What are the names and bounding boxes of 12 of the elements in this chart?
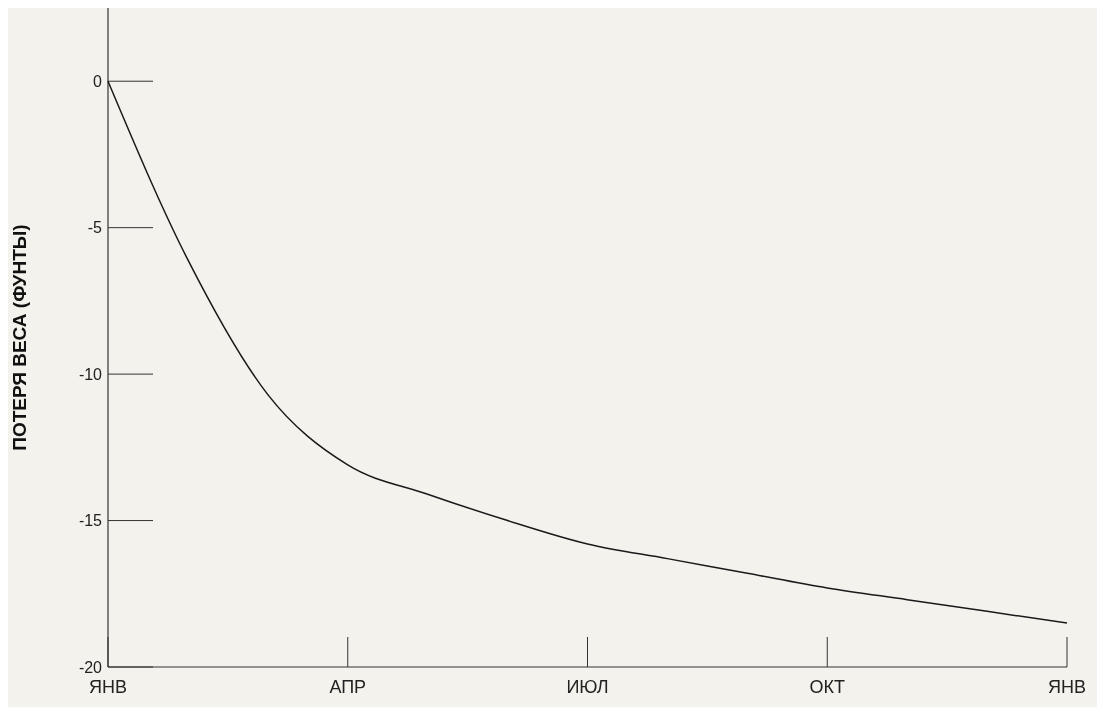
x-tick-label: ОКТ (809, 677, 845, 697)
y-tick-label: -10 (78, 365, 103, 383)
y-axis-title: ПОТЕРЯ ВЕСА (ФУНТЫ) (9, 224, 30, 451)
x-tick-label: ЯНВ (1047, 677, 1087, 697)
line-series (107, 80, 1068, 624)
x-tick-label: АПР (329, 677, 367, 697)
x-tick-label: ИЮЛ (566, 677, 609, 697)
y-tick-label: -15 (78, 512, 103, 530)
y-tick-label: 0 (93, 72, 103, 90)
y-tick-label: -5 (87, 219, 103, 237)
y-tick-label: -20 (78, 658, 103, 676)
x-tick-label: ЯНВ (88, 677, 128, 697)
